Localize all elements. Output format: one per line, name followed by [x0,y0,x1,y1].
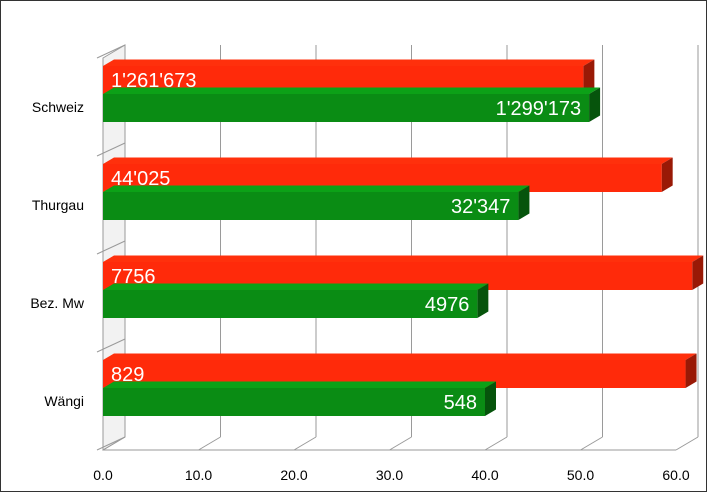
bar-top [103,255,704,262]
bar-end [583,59,595,94]
bar-top [103,59,595,66]
x-tick-labels: 0.0 10.0 20.0 30.0 40.0 50.0 60.0 [93,467,690,483]
bar-top [103,87,601,94]
bar-front [103,192,519,220]
floor-gridline [675,436,699,451]
floor-gridline [293,436,317,451]
bar-top [103,283,489,290]
x-tick-label: 50.0 [567,467,594,483]
bar: 1'299'173 [103,87,601,122]
category-separator [96,436,126,451]
bar-front [103,94,590,122]
data-label: 548 [444,392,477,414]
bar-top [103,157,673,164]
floor-gridline [580,436,603,451]
bar-top [103,185,530,192]
bar-end [518,185,530,220]
floor-gridline [389,436,412,451]
bar-top [103,353,697,360]
data-label: 4976 [425,294,470,316]
floor-gridline [198,436,221,451]
bar-end [477,283,489,318]
bar-top [103,381,496,388]
bar-front [103,290,478,318]
x-tick-label: 10.0 [185,467,212,483]
data-label: 44'025 [111,168,170,190]
floor-gridline [484,436,508,451]
bar-end [485,381,496,416]
category-label: Wängi [44,393,84,409]
x-tick-label: 60.0 [662,467,689,483]
x-tick-label: 0.0 [93,467,113,483]
bar-front [103,388,485,416]
x-tick-label: 30.0 [376,467,403,483]
x-tick-label: 20.0 [280,467,307,483]
x-tick-label: 40.0 [471,467,498,483]
data-label: 32'347 [451,196,510,218]
bar-end [661,157,673,192]
data-label: 829 [111,364,144,386]
bar: 4976 [103,283,489,318]
category-separator [96,338,126,353]
bars: 1'261'673 1'299'173 44'025 32'347 7756 4976 82… [103,59,704,416]
bar-end [589,87,601,122]
bar-end [685,353,697,388]
category-label: Schweiz [32,99,84,115]
bar: 548 [103,381,496,416]
category-label: Bez. Mw [30,295,85,311]
bar: 32'347 [103,185,530,220]
category-separator [96,142,126,157]
category-separator [96,44,126,59]
bar-end [692,255,704,290]
data-label: 1'299'173 [496,98,582,120]
data-label: 1'261'673 [111,70,197,92]
category-label: Thurgau [32,197,84,213]
data-label: 7756 [111,266,156,288]
category-labels: Schweiz Thurgau Bez. Mw Wängi [30,99,85,409]
category-separator [96,240,126,255]
